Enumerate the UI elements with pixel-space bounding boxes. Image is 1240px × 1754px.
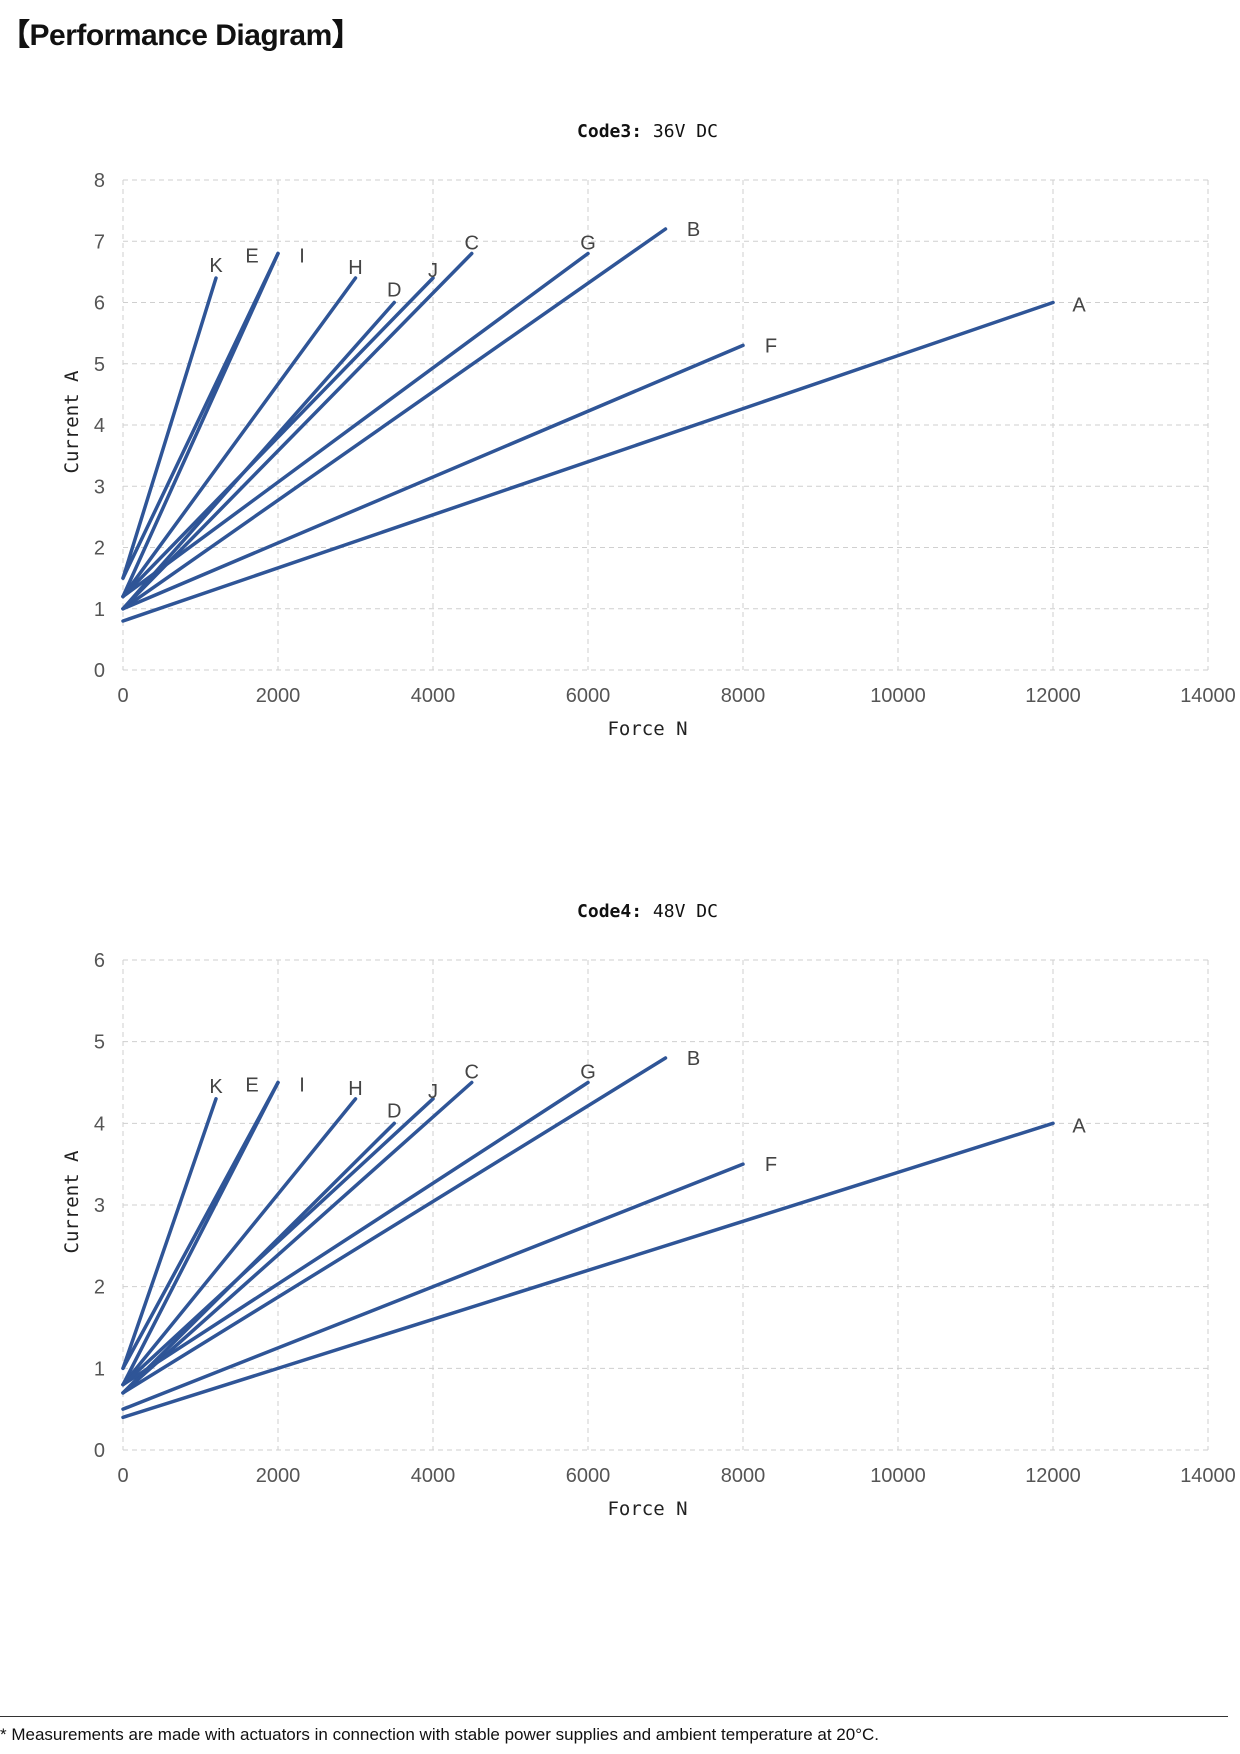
y-tick-label: 0 — [94, 1440, 105, 1462]
x-axis-title: Force N — [607, 718, 687, 740]
x-tick-label: 14000 — [1180, 1465, 1236, 1487]
series-label-j: J — [428, 1081, 438, 1103]
x-tick-label: 12000 — [1025, 1465, 1081, 1487]
y-tick-label: 2 — [94, 1277, 105, 1299]
series-label-k: K — [209, 255, 223, 277]
series-label-b: B — [687, 219, 700, 241]
series-label-f: F — [765, 335, 777, 357]
series-label-f: F — [765, 1154, 777, 1176]
series-line-k — [121, 276, 218, 580]
x-tick-label: 0 — [117, 685, 128, 707]
y-tick-label: 3 — [94, 476, 105, 498]
y-tick-label: 6 — [94, 950, 105, 972]
series-line-g — [121, 251, 590, 599]
x-tick-label: 8000 — [721, 685, 766, 707]
series-line-f — [121, 343, 745, 611]
x-tick-label: 6000 — [566, 1465, 611, 1487]
y-axis-title: Current A — [61, 370, 83, 474]
series-line-b — [121, 227, 668, 611]
y-tick-label: 4 — [94, 415, 105, 437]
series-line-j — [121, 276, 435, 599]
series-label-h: H — [348, 1078, 362, 1100]
series-line-c — [121, 1080, 474, 1395]
series-line-b — [121, 1056, 668, 1395]
chart-title: Code3: 36V DC — [577, 121, 718, 142]
series-line-a — [121, 1121, 1055, 1420]
y-tick-label: 3 — [94, 1195, 105, 1217]
series-line-i — [121, 251, 280, 580]
y-tick-label: 4 — [94, 1113, 105, 1135]
y-tick-label: 6 — [94, 293, 105, 315]
x-tick-label: 4000 — [411, 685, 456, 707]
x-tick-label: 12000 — [1025, 685, 1081, 707]
series-label-c: C — [465, 233, 479, 255]
chart-code4: Code4: 48V DC 0 1 2 3 4 5 6 0 2000 4000 6000 8000 100… — [61, 901, 1236, 1520]
series-line-h — [121, 1097, 358, 1387]
x-axis-title: Force N — [607, 1498, 687, 1520]
series-label-i: I — [299, 246, 305, 268]
page-heading: 【Performance Diagram】 — [0, 19, 362, 52]
x-tick-label: 2000 — [256, 685, 301, 707]
series-label-d: D — [387, 1100, 401, 1122]
x-tick-label: 14000 — [1180, 685, 1236, 707]
footnote-divider — [0, 1716, 1228, 1717]
series-label-g: G — [580, 233, 596, 255]
chart-title: Code4: 48V DC — [577, 901, 718, 922]
x-tick-label: 6000 — [566, 685, 611, 707]
series-line-g — [121, 1080, 590, 1387]
x-tick-label: 2000 — [256, 1465, 301, 1487]
series-label-a: A — [1072, 295, 1086, 317]
y-tick-label: 7 — [94, 231, 105, 253]
y-tick-label: 1 — [94, 599, 105, 621]
series-line-a — [121, 300, 1055, 623]
series-line-i — [121, 1080, 280, 1371]
series-label-j: J — [428, 260, 438, 282]
y-tick-label: 8 — [94, 170, 105, 192]
x-tick-label: 8000 — [721, 1465, 766, 1487]
y-tick-label: 5 — [94, 354, 105, 376]
series-label-d: D — [387, 280, 401, 302]
series-label-a: A — [1072, 1115, 1086, 1137]
series-label-g: G — [580, 1062, 596, 1084]
series-line-k — [121, 1097, 218, 1371]
y-tick-label: 1 — [94, 1358, 105, 1380]
x-tick-label: 10000 — [870, 1465, 926, 1487]
x-tick-label: 4000 — [411, 1465, 456, 1487]
series-label-b: B — [687, 1048, 700, 1070]
footnote: * Measurements are made with actuators i… — [0, 1725, 879, 1744]
y-axis-title: Current A — [61, 1150, 83, 1254]
y-tick-label: 2 — [94, 538, 105, 560]
series-line-h — [121, 276, 358, 599]
chart-code3: Code3: 36V DC 0 1 2 3 4 5 6 7 8 0 2000 4000 6000 8000 1… — [61, 121, 1236, 740]
series-label-i: I — [299, 1075, 305, 1097]
x-tick-label: 0 — [117, 1465, 128, 1487]
series-label-e: E — [245, 246, 258, 268]
series-label-h: H — [348, 257, 362, 279]
series-label-k: K — [209, 1076, 223, 1098]
y-tick-label: 5 — [94, 1032, 105, 1054]
series-line-c — [121, 251, 474, 611]
series-line-j — [121, 1097, 435, 1387]
series-line-f — [121, 1162, 745, 1411]
series-label-e: E — [245, 1075, 258, 1097]
series-label-c: C — [465, 1062, 479, 1084]
y-tick-label: 0 — [94, 660, 105, 682]
x-tick-label: 10000 — [870, 685, 926, 707]
